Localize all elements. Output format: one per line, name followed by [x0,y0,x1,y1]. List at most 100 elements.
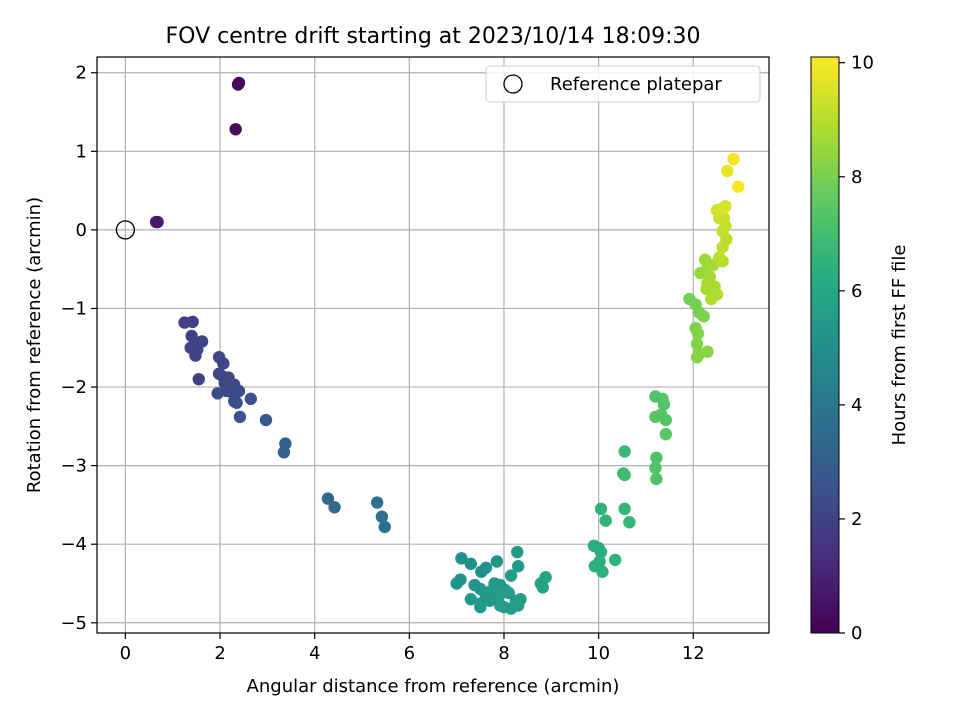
y-tick-label: 2 [76,63,87,84]
data-point [479,561,493,574]
data-point [618,502,631,516]
data-point [719,200,732,213]
y-tick-label: −2 [60,377,87,398]
data-point [228,394,241,408]
colorbar-tick-label: 0 [851,623,862,644]
x-axis-ticks: 0 2 4 6 8 10 12 [120,633,705,664]
colorbar-ticks: 0 2 4 6 8 10 [839,53,874,644]
data-point [483,594,496,607]
y-tick-label: 1 [76,141,87,162]
data-point [192,372,205,386]
data-point [717,211,731,225]
y-tick-label: 0 [76,220,87,241]
data-point [490,555,504,568]
data-point [321,492,335,505]
x-tick-label: 8 [498,643,509,664]
colorbar-frame [810,56,840,634]
data-point [721,164,734,178]
y-tick-label: −1 [60,298,87,319]
legend-label-reference: Reference platepar [550,74,722,95]
colorbar-tick-label: 10 [851,53,874,74]
x-tick-label: 10 [587,643,610,664]
data-point [594,502,608,516]
data-point [594,545,608,559]
chart-title: FOV centre drift starting at 2023/10/14 … [166,24,701,49]
data-point [484,585,497,598]
data-point [599,514,612,527]
data-point [474,600,487,614]
data-point [464,593,478,606]
data-point [277,446,291,459]
data-point [511,560,525,573]
x-tick-label: 2 [214,643,225,664]
data-point [536,581,549,594]
colorbar-tick-label: 2 [851,509,862,530]
data-point [649,461,662,475]
colorbar-label: Hours from first FF file [889,245,910,446]
data-point [732,180,745,193]
data-point [244,392,258,406]
data-point [455,552,468,565]
data-point [617,467,630,480]
data-point [650,472,663,486]
data-point [514,593,527,606]
colorbar-gradient [811,57,839,633]
data-point [375,510,389,523]
legend-marker-reference [503,74,523,94]
data-point [623,516,636,529]
x-tick-label: 6 [404,643,415,664]
data-point [370,496,384,509]
data-point [596,565,609,578]
x-tick-label: 4 [309,643,320,664]
data-point [700,282,713,296]
data-point [690,337,704,351]
data-point [464,557,478,571]
data-point [259,413,273,427]
data-point [185,329,198,343]
data-point [727,152,740,166]
legend-box [485,65,761,103]
x-axis-label: Angular distance from reference (arcmin) [247,676,620,697]
y-tick-label: −3 [60,456,87,477]
data-point [697,310,710,323]
data-point [217,357,230,370]
data-point [378,520,391,534]
legend: Reference platepar [485,65,761,103]
colorbar: 0 2 4 6 8 10 Hours from first FF file [810,53,910,644]
data-point [450,577,463,590]
data-point [618,445,631,458]
data-point [502,586,515,600]
y-tick-label: −4 [60,534,87,555]
data-point [504,569,518,582]
data-point [659,413,673,427]
data-point [233,410,247,424]
x-tick-label: 12 [682,643,705,664]
colorbar-tick-label: 6 [851,281,862,302]
data-point [701,345,714,358]
data-point [328,501,341,514]
data-point [713,251,726,264]
colorbar-tick-label: 4 [851,395,862,416]
colorbar-tick-label: 8 [851,167,862,188]
y-tick-label: −5 [60,613,87,634]
x-tick-label: 0 [120,643,131,664]
data-point [539,571,552,584]
grid-lines [97,57,769,633]
reference-platepar-marker [115,220,136,240]
data-point [650,451,663,464]
data-point [211,387,224,400]
data-point [229,123,242,136]
data-point [608,553,622,567]
plot-frame [96,56,770,634]
data-point [151,215,164,229]
data-point [691,327,705,340]
data-point [186,315,199,329]
data-point [705,292,718,306]
y-axis-label: Rotation from reference (arcmin) [24,197,45,493]
data-point [659,427,673,441]
data-point [657,398,671,411]
data-point [232,76,246,90]
data-point [511,545,524,559]
y-axis-ticks: −5 −4 −3 −2 −1 0 1 2 [60,63,97,634]
